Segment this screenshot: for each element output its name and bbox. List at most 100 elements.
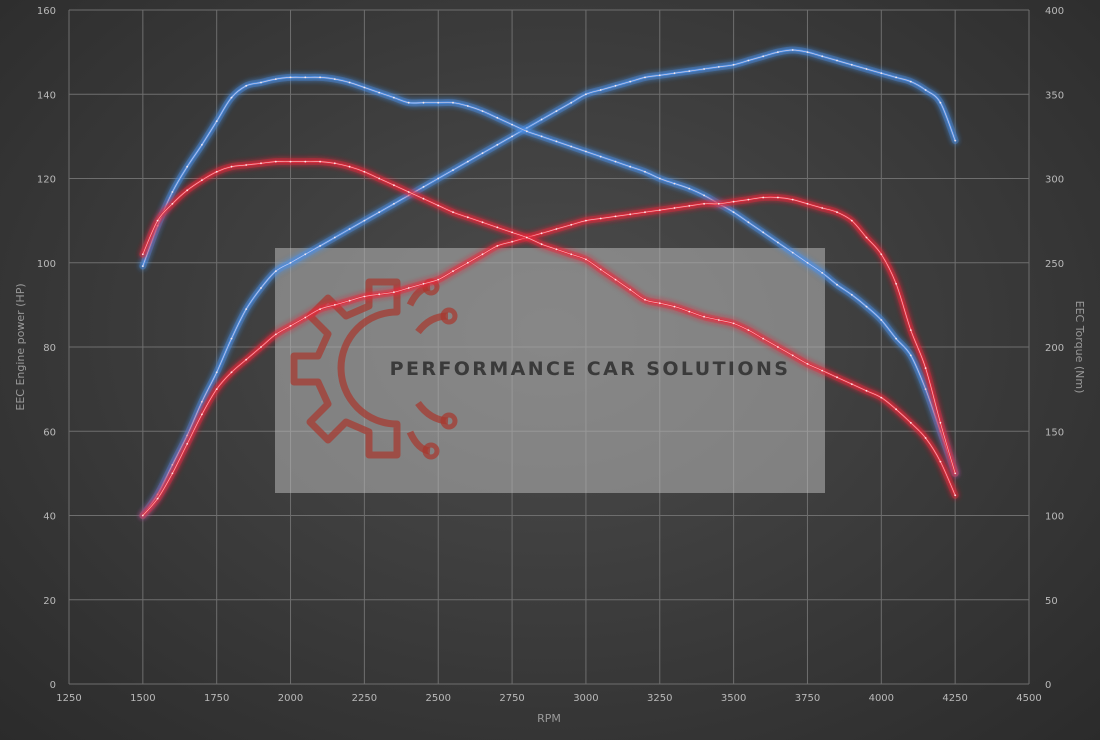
stock_torque-point	[407, 191, 410, 193]
tuned_torque-point	[880, 319, 883, 321]
tuned_torque-point	[215, 120, 218, 123]
stock_torque-point	[850, 383, 853, 385]
y-tick-label: 120	[37, 175, 56, 186]
stock_torque-point	[511, 231, 513, 234]
stock_torque-point	[156, 219, 159, 222]
tuned_power-point	[777, 51, 779, 53]
stock_power-point	[644, 211, 646, 214]
tuned_torque-point	[688, 187, 691, 190]
tuned_torque-point	[363, 86, 366, 89]
tuned_power-point	[540, 118, 543, 121]
tuned_torque-point	[407, 101, 410, 104]
tuned_torque-point	[673, 182, 676, 185]
tuned_power-point	[850, 63, 853, 66]
tuned_power-point	[245, 308, 248, 310]
y2-tick-label: 150	[1045, 427, 1064, 438]
stock_power-point	[378, 293, 381, 296]
tuned_power-point	[939, 101, 942, 104]
y2-tick-label: 200	[1045, 343, 1064, 354]
stock_power-point	[245, 358, 248, 361]
stock_power-point	[629, 213, 632, 216]
y-axis-title: EEC Engine power (HP)	[14, 283, 27, 410]
stock_torque-point	[363, 170, 366, 173]
x-tick-label: 4500	[1016, 693, 1041, 704]
watermark: PERFORMANCE CAR SOLUTIONS	[275, 248, 825, 493]
tuned_torque-point	[525, 130, 528, 133]
stock_power-point	[777, 196, 779, 199]
tuned_torque-point	[141, 265, 144, 267]
tuned_torque-point	[850, 293, 853, 296]
tuned_torque-point	[348, 81, 351, 84]
tuned_power-point	[437, 177, 440, 180]
tuned_torque-point	[289, 76, 292, 79]
stock_power-point	[186, 443, 189, 445]
tuned_power-point	[393, 202, 395, 205]
stock_torque-point	[201, 179, 203, 182]
stock_power-point	[791, 198, 794, 201]
stock_power-point	[407, 287, 410, 289]
stock_torque-point	[629, 288, 632, 291]
y2-tick-label: 400	[1045, 6, 1064, 17]
tuned_power-point	[614, 84, 617, 87]
tuned_power-point	[747, 59, 750, 62]
stock_torque-point	[525, 236, 528, 239]
stock_power-point	[747, 198, 750, 201]
stock_power-point	[289, 325, 292, 327]
stock_torque-point	[141, 253, 144, 256]
stock_torque-point	[762, 337, 765, 340]
tuned_power-point	[230, 337, 233, 340]
tuned_torque-point	[555, 140, 558, 143]
tuned_torque-point	[319, 76, 321, 79]
tuned_torque-point	[466, 105, 469, 107]
stock_torque-point	[319, 160, 321, 163]
stock_torque-point	[644, 298, 646, 301]
stock_power-point	[156, 497, 159, 500]
stock_power-point	[511, 240, 513, 243]
tuned_power-point	[688, 70, 691, 72]
stock_power-point	[924, 367, 927, 369]
tuned_torque-point	[762, 231, 765, 234]
tuned_torque-point	[614, 160, 617, 163]
stock_torque-point	[747, 329, 750, 331]
y-tick-label: 0	[50, 680, 56, 691]
stock_torque-point	[304, 160, 307, 163]
stock_power-point	[909, 329, 912, 331]
stock_power-point	[215, 388, 218, 390]
stock_torque-point	[570, 253, 573, 256]
watermark-text: PERFORMANCE CAR SOLUTIONS	[390, 358, 791, 380]
stock_power-point	[393, 291, 395, 294]
tuned_power-point	[717, 66, 720, 68]
stock_power-point	[540, 232, 543, 235]
stock_power-point	[836, 211, 838, 214]
tuned_power-point	[673, 72, 676, 75]
tuned_power-point	[865, 68, 868, 70]
tuned_torque-point	[806, 261, 809, 264]
stock_power-point	[260, 346, 262, 348]
tuned_power-point	[658, 74, 661, 77]
stock_torque-point	[260, 162, 262, 165]
x-tick-label: 4000	[869, 693, 894, 704]
tuned_torque-point	[540, 135, 543, 138]
x-tick-label: 1750	[204, 693, 229, 704]
tuned_torque-point	[511, 123, 513, 126]
stock_torque-point	[215, 170, 218, 173]
tuned_torque-point	[599, 155, 602, 158]
stock_power-point	[422, 282, 425, 285]
tuned_power-point	[363, 219, 366, 222]
tuned_torque-point	[732, 211, 735, 214]
x-tick-label: 4250	[942, 693, 967, 704]
stock_power-point	[496, 245, 499, 247]
stock_power-point	[570, 223, 573, 226]
stock_torque-point	[836, 376, 838, 379]
stock_torque-point	[688, 310, 691, 313]
tuned_power-highlight	[142, 49, 956, 516]
stock_power-point	[466, 261, 469, 264]
stock_torque-point	[466, 216, 469, 219]
stock_power-point	[821, 207, 824, 209]
stock_torque-point	[599, 268, 602, 271]
tuned_torque-point	[393, 96, 395, 99]
stock_power-point	[437, 278, 440, 281]
tuned_torque-point	[201, 143, 203, 146]
tuned_torque-point	[452, 101, 454, 104]
tuned_power-point	[909, 80, 912, 83]
